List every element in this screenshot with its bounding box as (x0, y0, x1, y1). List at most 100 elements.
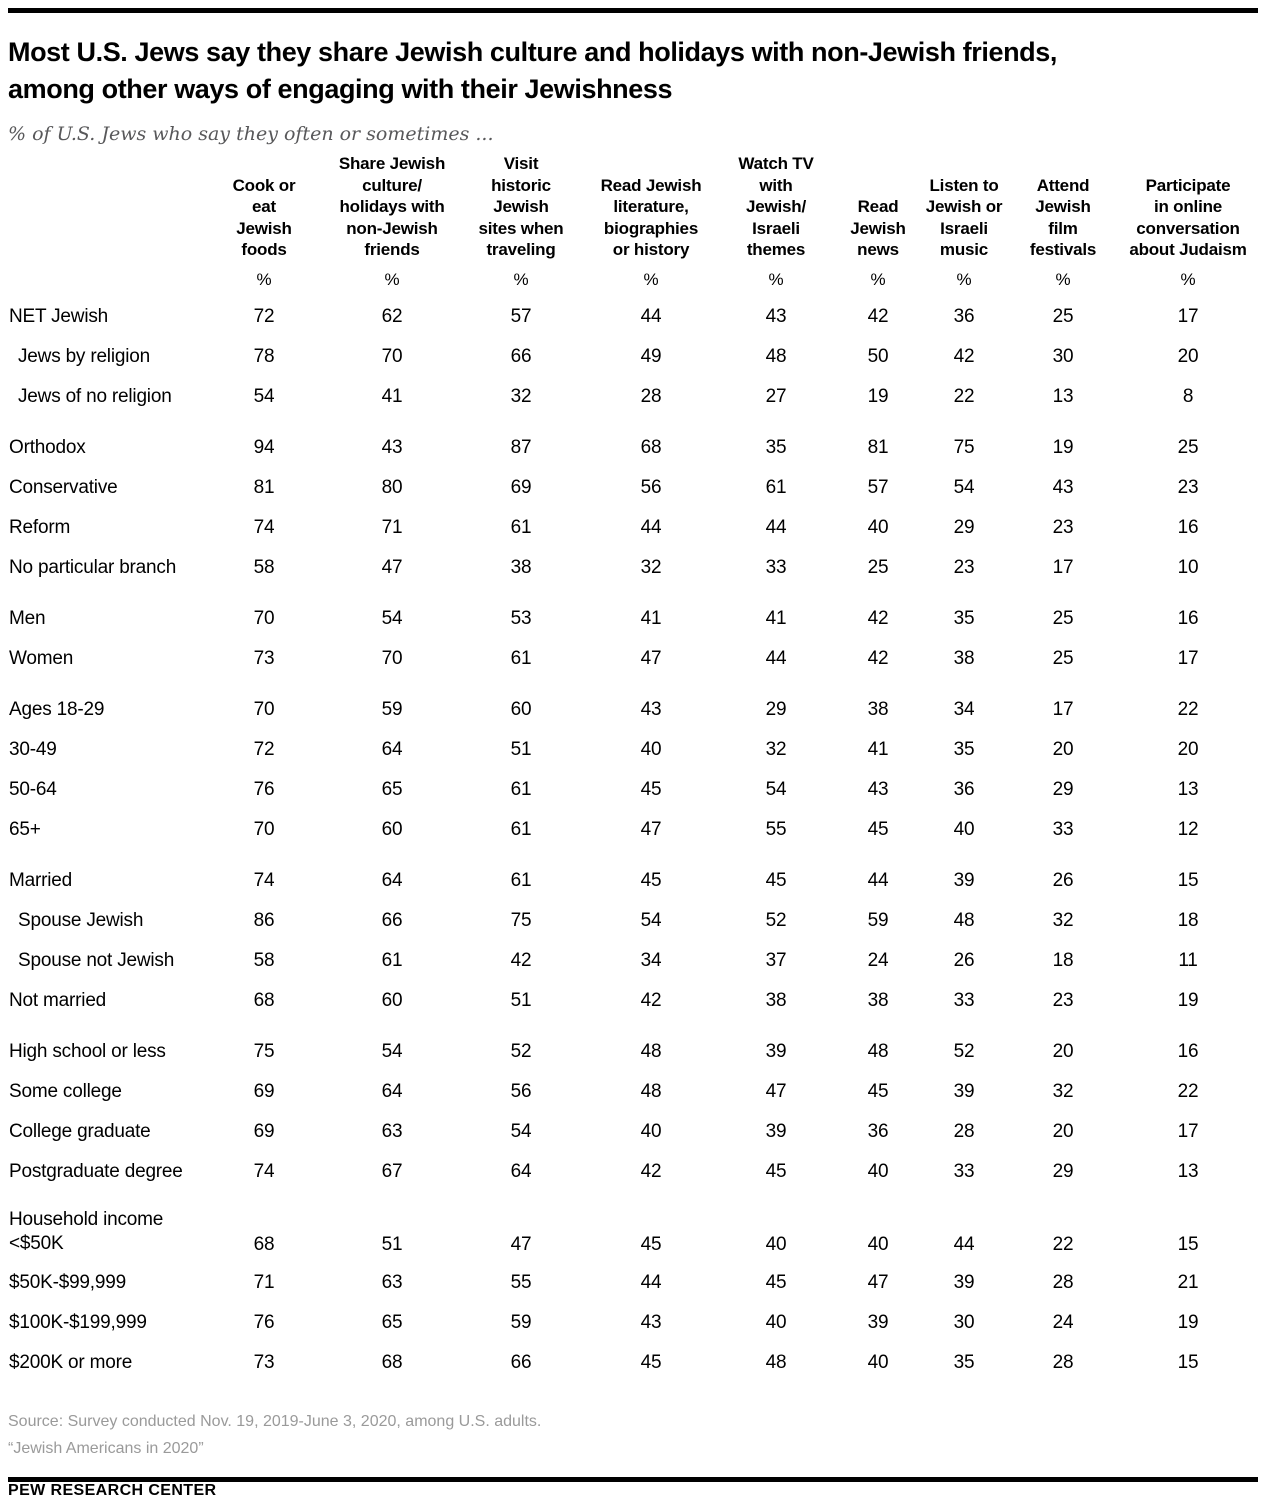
unit-row: %%%%%%%%% (8, 264, 1258, 297)
row-label: 30-49 (9, 738, 57, 760)
table-row: Orthodox 94 43 87 68 35 81 75 19 25 (8, 417, 1258, 468)
value-cell: 75 (953, 436, 975, 458)
row-label: Jews of no religion (18, 385, 172, 407)
row-label: Not married (9, 989, 107, 1011)
value-cell: 43 (867, 778, 889, 800)
value-cell: 13 (1177, 1160, 1199, 1182)
row-label: Spouse Jewish (18, 909, 144, 931)
value-cell: 61 (381, 949, 403, 971)
value-cell: 17 (1177, 647, 1199, 669)
value-cell: 70 (253, 818, 275, 840)
value-cell: 86 (253, 909, 275, 931)
value-cell: 36 (953, 778, 975, 800)
value-cell: 47 (381, 556, 403, 578)
value-cell: 64 (381, 869, 403, 891)
value-cell: 54 (381, 1040, 403, 1062)
value-cell: 76 (253, 1311, 275, 1333)
value-cell: 39 (953, 869, 975, 891)
value-cell: 59 (867, 909, 889, 931)
value-cell: 71 (253, 1271, 275, 1293)
value-cell: 39 (765, 1120, 787, 1142)
table-row: Household income <$50K 68 51 47 45 40 40 44 22 15 (8, 1192, 1258, 1263)
value-cell: 42 (867, 607, 889, 629)
unit-spacer (8, 264, 200, 297)
value-cell: 39 (953, 1271, 975, 1293)
value-cell: 52 (953, 1040, 975, 1062)
value-cell: 42 (953, 345, 975, 367)
value-cell: 39 (765, 1040, 787, 1062)
value-cell: 69 (510, 476, 532, 498)
value-cell: 32 (640, 556, 662, 578)
value-cell: 57 (867, 476, 889, 498)
value-cell: 43 (1052, 476, 1074, 498)
value-cell: 28 (640, 385, 662, 407)
value-cell: 19 (1177, 1311, 1199, 1333)
value-cell: 22 (1177, 698, 1199, 720)
value-cell: 64 (381, 738, 403, 760)
column-header: Participate in online conversation about… (1129, 175, 1247, 260)
value-cell: 63 (381, 1120, 403, 1142)
value-cell: 36 (867, 1120, 889, 1142)
value-cell: 45 (640, 869, 662, 891)
source-block: Source: Survey conducted Nov. 19, 2019-J… (8, 1408, 1268, 1462)
table-row: Spouse not Jewish 58 61 42 34 37 24 26 18 11 (8, 941, 1258, 981)
value-cell: 45 (765, 1160, 787, 1182)
value-cell: 70 (381, 647, 403, 669)
table-row: High school or less 75 54 52 48 39 48 52 20 16 (8, 1021, 1258, 1072)
top-rule (8, 8, 1258, 13)
row-label: $100K-$199,999 (9, 1311, 147, 1333)
value-cell: 40 (867, 516, 889, 538)
value-cell: 20 (1177, 345, 1199, 367)
value-cell: 55 (765, 818, 787, 840)
value-cell: 29 (1052, 1160, 1074, 1182)
value-cell: 38 (953, 647, 975, 669)
value-cell: 25 (1052, 647, 1074, 669)
value-cell: 65 (381, 778, 403, 800)
value-cell: 40 (867, 1160, 889, 1182)
value-cell: 48 (867, 1040, 889, 1062)
value-cell: 57 (510, 305, 532, 327)
column-header: Watch TV with Jewish/ Israeli themes (738, 154, 814, 259)
value-cell: 32 (1052, 909, 1074, 931)
value-cell: 29 (1052, 778, 1074, 800)
value-cell: 29 (765, 698, 787, 720)
value-cell: 19 (1177, 989, 1199, 1011)
value-cell: 22 (953, 385, 975, 407)
value-cell: 61 (510, 647, 532, 669)
value-cell: 65 (381, 1311, 403, 1333)
value-cell: 41 (640, 607, 662, 629)
unit-cell: % (1180, 270, 1196, 289)
table-row: 65+ 70 60 61 47 55 45 40 33 12 (8, 810, 1258, 850)
table-row: Postgraduate degree 74 67 64 42 45 40 33 29 13 (8, 1152, 1258, 1192)
value-cell: 15 (1177, 1233, 1199, 1255)
value-cell: 26 (1052, 869, 1074, 891)
value-cell: 48 (765, 345, 787, 367)
row-label-header (8, 153, 200, 264)
page-title: Most U.S. Jews say they share Jewish cul… (8, 37, 1057, 104)
unit-cell: % (956, 270, 972, 289)
value-cell: 23 (1052, 516, 1074, 538)
value-cell: 25 (1052, 607, 1074, 629)
value-cell: 40 (953, 818, 975, 840)
table-row: Some college 69 64 56 48 47 45 39 32 22 (8, 1072, 1258, 1112)
data-table: Cook or eat Jewish foods Share Jewish cul… (8, 153, 1258, 1383)
value-cell: 19 (867, 385, 889, 407)
table-row: Conservative 81 80 69 56 61 57 54 43 23 (8, 468, 1258, 508)
value-cell: 45 (867, 1080, 889, 1102)
value-cell: 73 (253, 647, 275, 669)
value-cell: 44 (640, 1271, 662, 1293)
value-cell: 66 (510, 1351, 532, 1373)
value-cell: 29 (953, 516, 975, 538)
value-cell: 54 (253, 385, 275, 407)
value-cell: 81 (253, 476, 275, 498)
value-cell: 35 (765, 436, 787, 458)
value-cell: 20 (1177, 738, 1199, 760)
row-label: Women (9, 647, 74, 669)
value-cell: 34 (640, 949, 662, 971)
row-label: Orthodox (9, 436, 86, 458)
value-cell: 15 (1177, 869, 1199, 891)
header-row: Cook or eat Jewish foods Share Jewish cul… (8, 153, 1258, 264)
unit-cell: % (870, 270, 886, 289)
value-cell: 34 (953, 698, 975, 720)
column-header: Visit historic Jewish sites when traveli… (478, 154, 564, 259)
